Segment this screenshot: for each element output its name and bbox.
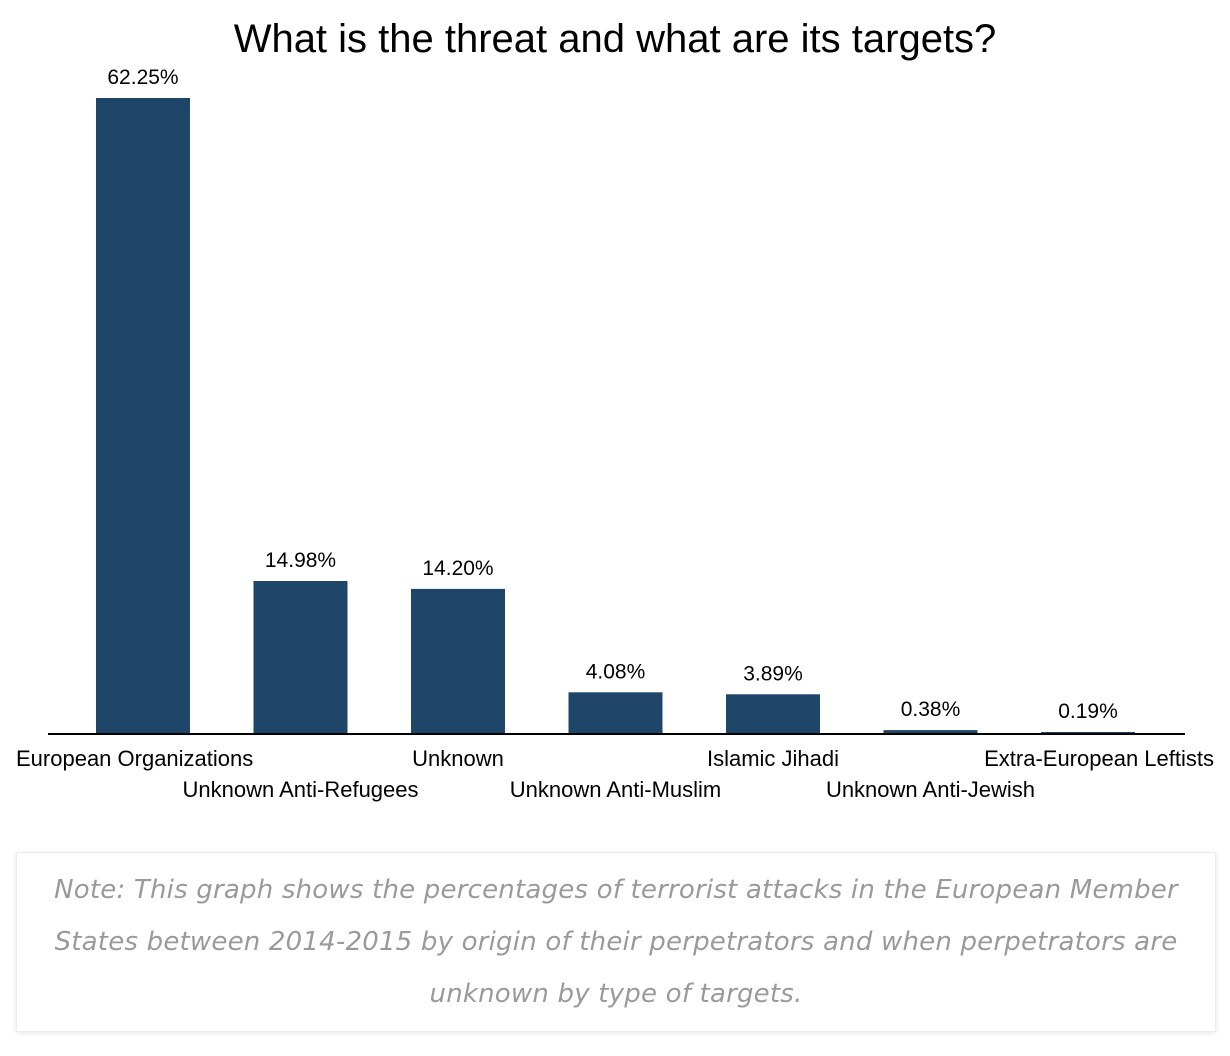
- bars-group: 62.25% 14.98% 14.20% 4.08% 3.89% 0.38% 0.19%: [96, 66, 1135, 734]
- bar-3: [568, 692, 663, 734]
- note-text: Note: This graph shows the percentages o…: [54, 875, 1178, 1009]
- data-label-0: 62.25%: [107, 66, 178, 89]
- x-tick-label-4: Islamic Jihadi: [707, 746, 839, 771]
- data-label-5: 0.38%: [901, 698, 961, 721]
- chart-title: What is the threat and what are its targ…: [234, 17, 997, 61]
- bar-chart: What is the threat and what are its targ…: [16, 17, 1214, 802]
- x-tick-label-0: European Organizations: [16, 746, 253, 771]
- note-box: Note: This graph shows the percentages o…: [16, 852, 1216, 1032]
- x-tick-label-3: Unknown Anti-Muslim: [510, 777, 722, 802]
- x-tick-label-1: Unknown Anti-Refugees: [182, 777, 418, 802]
- bar-0: [96, 98, 190, 734]
- bar-1: [253, 581, 348, 734]
- bar-5: [883, 730, 978, 734]
- data-label-1: 14.98%: [265, 549, 336, 572]
- bar-2: [411, 588, 505, 734]
- x-tick-label-5: Unknown Anti-Jewish: [826, 777, 1035, 802]
- x-tick-label-6: Extra-European Leftists: [984, 746, 1214, 771]
- x-axis-labels: European Organizations Unknown Anti-Refug…: [16, 746, 1214, 802]
- x-tick-label-2: Unknown: [412, 746, 504, 771]
- data-label-3: 4.08%: [586, 660, 646, 683]
- bar-4: [726, 694, 820, 734]
- data-label-2: 14.20%: [422, 557, 493, 580]
- data-label-4: 3.89%: [743, 662, 803, 685]
- data-label-6: 0.19%: [1058, 700, 1118, 723]
